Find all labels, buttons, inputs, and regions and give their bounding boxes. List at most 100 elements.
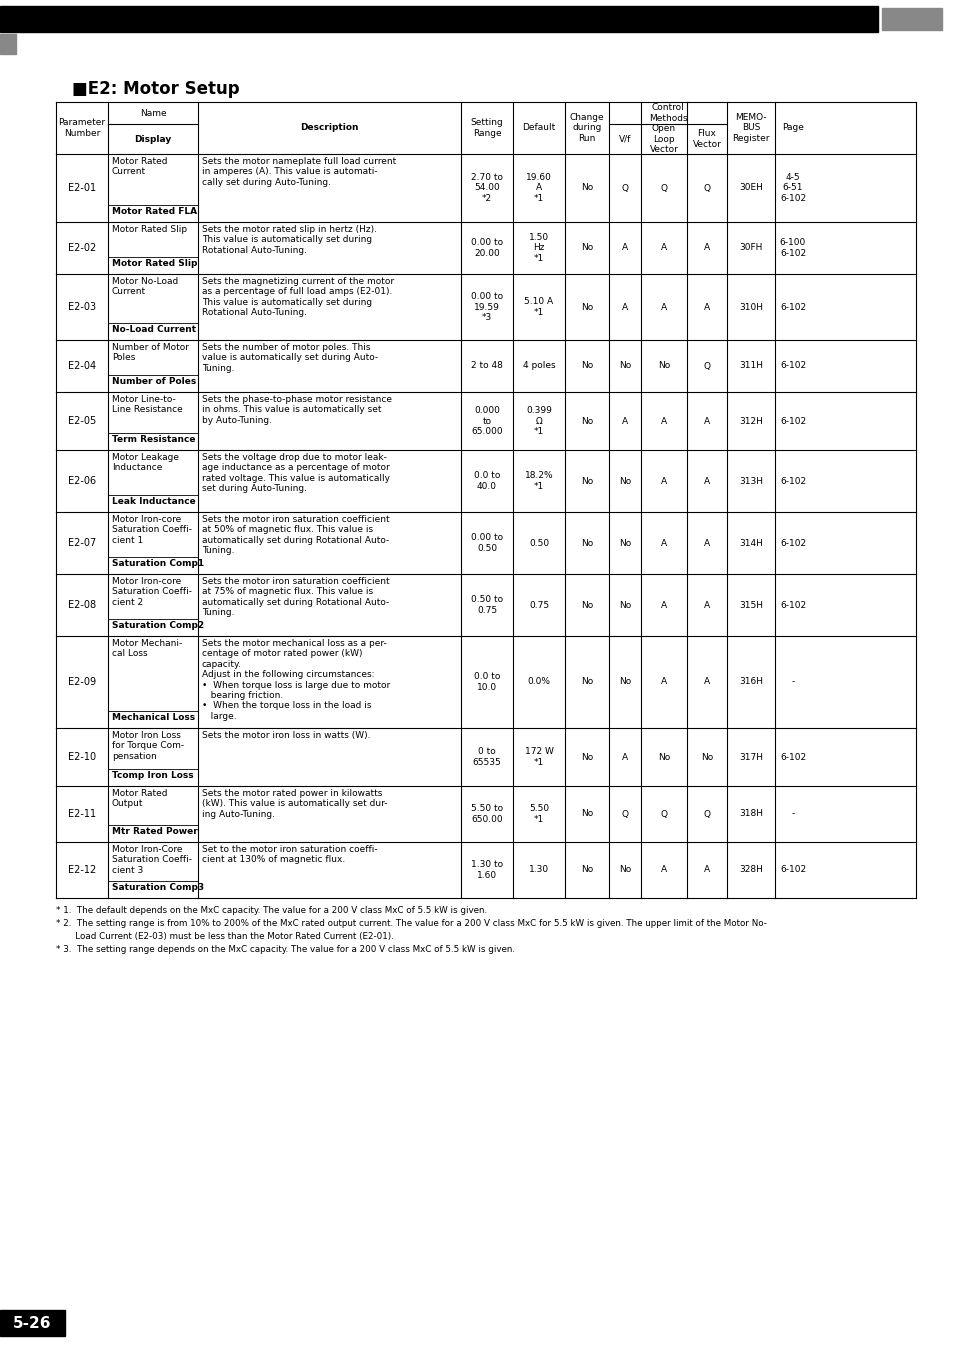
Text: 0.0 to
10.0: 0.0 to 10.0: [474, 672, 499, 691]
Text: 0.00 to
0.50: 0.00 to 0.50: [471, 533, 502, 552]
Text: Display: Display: [134, 135, 172, 143]
Text: A: A: [660, 601, 666, 609]
Text: A: A: [621, 243, 627, 252]
Text: A: A: [621, 417, 627, 425]
Text: 2.70 to
54.00
*2: 2.70 to 54.00 *2: [471, 173, 502, 202]
Text: 4-5
6-51
6-102: 4-5 6-51 6-102: [780, 173, 805, 202]
Text: Flux
Vector: Flux Vector: [692, 130, 720, 148]
Text: V/f: V/f: [618, 135, 631, 143]
Text: * 3.  The setting range depends on the MxC capacity. The value for a 200 V class: * 3. The setting range depends on the Mx…: [56, 945, 515, 954]
Text: No: No: [580, 810, 593, 818]
Text: 0.0%: 0.0%: [527, 678, 550, 687]
Text: Description: Description: [299, 123, 358, 132]
Text: 328H: 328H: [739, 865, 762, 875]
Text: Q: Q: [702, 810, 710, 818]
Text: E2-05: E2-05: [68, 416, 96, 427]
Text: 19.60
A
*1: 19.60 A *1: [525, 173, 552, 202]
Text: MEMO-
BUS
Register: MEMO- BUS Register: [732, 113, 769, 143]
Text: E2-06: E2-06: [68, 477, 96, 486]
Text: ■E2: Motor Setup: ■E2: Motor Setup: [71, 80, 239, 99]
Text: -: -: [791, 678, 794, 687]
Text: Term Resistance: Term Resistance: [112, 435, 195, 444]
Text: A: A: [703, 601, 709, 609]
Text: Mtr Rated Power: Mtr Rated Power: [112, 828, 197, 836]
Text: 30EH: 30EH: [739, 184, 762, 193]
Text: Number of Motor
Poles: Number of Motor Poles: [112, 343, 189, 362]
Text: Sets the number of motor poles. This
value is automatically set during Auto-
Tun: Sets the number of motor poles. This val…: [202, 343, 377, 373]
Text: Q: Q: [620, 810, 628, 818]
Text: 6-102: 6-102: [780, 477, 805, 486]
Text: 5.50
*1: 5.50 *1: [528, 805, 549, 823]
Text: 4 poles: 4 poles: [522, 362, 555, 370]
Text: No: No: [580, 243, 593, 252]
Text: 0.00 to
20.00: 0.00 to 20.00: [471, 239, 502, 258]
Text: Motor Leakage
Inductance: Motor Leakage Inductance: [112, 454, 179, 472]
Text: E2-04: E2-04: [68, 360, 96, 371]
Text: Mechanical Loss: Mechanical Loss: [112, 713, 195, 722]
Text: No: No: [580, 752, 593, 761]
Text: No: No: [700, 752, 713, 761]
Text: Open
Loop
Vector: Open Loop Vector: [649, 124, 678, 154]
Text: Page: Page: [781, 123, 803, 132]
Text: A: A: [703, 477, 709, 486]
Text: Motor No-Load
Current: Motor No-Load Current: [112, 277, 178, 297]
Text: A: A: [660, 243, 666, 252]
Text: 5-26: 5-26: [12, 1315, 51, 1331]
Text: 6-102: 6-102: [780, 865, 805, 875]
Text: 0.00 to
19.59
*3: 0.00 to 19.59 *3: [471, 292, 502, 321]
Text: 317H: 317H: [739, 752, 762, 761]
Text: 172 W
*1: 172 W *1: [524, 748, 553, 767]
Text: 2 to 48: 2 to 48: [471, 362, 502, 370]
Text: No: No: [580, 184, 593, 193]
Text: E2-09: E2-09: [68, 676, 96, 687]
Text: No: No: [658, 362, 669, 370]
Text: Parameter
Number: Parameter Number: [58, 119, 106, 138]
Text: A: A: [703, 865, 709, 875]
Text: No: No: [618, 539, 631, 548]
Text: Sets the magnetizing current of the motor
as a percentage of full load amps (E2-: Sets the magnetizing current of the moto…: [202, 277, 394, 317]
Text: 316H: 316H: [739, 678, 762, 687]
Text: E2-03: E2-03: [68, 302, 96, 312]
Text: Q: Q: [702, 362, 710, 370]
Text: Control
Methods: Control Methods: [648, 104, 686, 123]
Text: Motor Rated FLA: Motor Rated FLA: [112, 207, 197, 216]
Bar: [0, 34, 16, 54]
Text: 313H: 313H: [739, 477, 762, 486]
Text: Saturation Comp2: Saturation Comp2: [112, 621, 204, 630]
Text: A: A: [660, 539, 666, 548]
Text: E2-07: E2-07: [68, 539, 96, 548]
Text: Setting
Range: Setting Range: [470, 119, 503, 138]
Text: Number of Poles: Number of Poles: [112, 377, 196, 386]
Text: No: No: [658, 752, 669, 761]
Text: No: No: [580, 539, 593, 548]
Text: Set to the motor iron saturation coeffi-
cient at 130% of magnetic flux.: Set to the motor iron saturation coeffi-…: [202, 845, 377, 864]
Text: E2-01: E2-01: [68, 184, 96, 193]
Text: A: A: [703, 539, 709, 548]
Text: 18.2%
*1: 18.2% *1: [524, 471, 553, 490]
Text: 0.0 to
40.0: 0.0 to 40.0: [474, 471, 499, 490]
Text: Motor Iron-Core
Saturation Coeffi-
cient 3: Motor Iron-Core Saturation Coeffi- cient…: [112, 845, 192, 875]
Text: No: No: [618, 477, 631, 486]
Text: A: A: [703, 243, 709, 252]
Text: A: A: [621, 752, 627, 761]
Text: Sets the motor nameplate full load current
in amperes (A). This value is automat: Sets the motor nameplate full load curre…: [202, 157, 395, 186]
Text: No: No: [618, 678, 631, 687]
Text: 1.30 to
1.60: 1.30 to 1.60: [471, 860, 502, 880]
Text: Motor Mechani-
cal Loss: Motor Mechani- cal Loss: [112, 639, 182, 659]
Text: Motor Iron-core
Saturation Coeffi-
cient 2: Motor Iron-core Saturation Coeffi- cient…: [112, 576, 192, 606]
Text: No-Load Current: No-Load Current: [112, 325, 196, 333]
Text: Q: Q: [659, 810, 667, 818]
Text: Sets the motor rated slip in hertz (Hz).
This value is automatically set during
: Sets the motor rated slip in hertz (Hz).…: [202, 225, 376, 255]
Text: 312H: 312H: [739, 417, 762, 425]
Text: Sets the motor rated power in kilowatts
(kW). This value is automatically set du: Sets the motor rated power in kilowatts …: [202, 788, 387, 819]
Text: A: A: [703, 302, 709, 312]
Text: 5.10 A
*1: 5.10 A *1: [524, 297, 553, 317]
Text: No: No: [580, 302, 593, 312]
Text: No: No: [580, 601, 593, 609]
Text: 0.75: 0.75: [528, 601, 549, 609]
Text: Motor Rated Slip: Motor Rated Slip: [112, 259, 197, 269]
Text: 6-102: 6-102: [780, 362, 805, 370]
Text: Default: Default: [522, 123, 555, 132]
Text: Change
during
Run: Change during Run: [569, 113, 603, 143]
Text: 1.50
Hz
*1: 1.50 Hz *1: [528, 234, 549, 263]
